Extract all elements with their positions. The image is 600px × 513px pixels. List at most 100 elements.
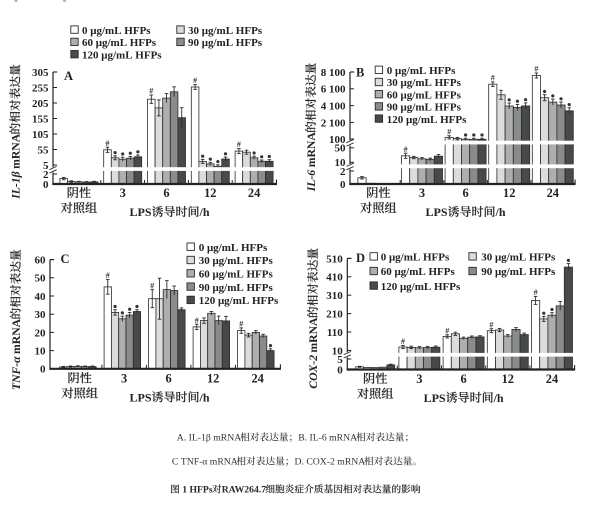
svg-text:60 μg/mL HFPs: 60 μg/mL HFPs: [387, 89, 462, 101]
svg-text:TNF-α: TNF-α: [10, 356, 23, 390]
svg-text:#: #: [447, 127, 451, 136]
svg-text:30 μg/mL HFPs: 30 μg/mL HFPs: [199, 255, 274, 267]
svg-text:#: #: [534, 65, 538, 74]
svg-text:12: 12: [207, 371, 219, 385]
svg-text:LPS: LPS: [130, 390, 152, 404]
svg-text:B. IL-6 mRNA: B. IL-6 mRNA: [298, 433, 357, 444]
svg-text:510: 510: [326, 253, 343, 265]
svg-text:/h: /h: [493, 391, 504, 405]
svg-text:1 HFPs: 1 HFPs: [180, 485, 213, 496]
svg-text:30 μg/mL HFPs: 30 μg/mL HFPs: [387, 77, 462, 89]
svg-text:10: 10: [335, 157, 347, 169]
svg-text:60 μg/mL HFPs: 60 μg/mL HFPs: [381, 266, 456, 278]
svg-text:205: 205: [32, 98, 49, 110]
svg-text:12: 12: [502, 372, 514, 386]
svg-text:COX-2: COX-2: [307, 355, 320, 389]
svg-text:30: 30: [35, 309, 47, 321]
svg-text:210: 210: [326, 309, 343, 321]
svg-text:55: 55: [38, 144, 50, 156]
svg-text:#: #: [195, 316, 199, 325]
svg-text:24: 24: [248, 186, 260, 200]
svg-text:LPS: LPS: [424, 391, 446, 405]
svg-text:LPS: LPS: [426, 205, 448, 219]
svg-text:3: 3: [120, 186, 126, 200]
svg-text:90 μg/mL HFPs: 90 μg/mL HFPs: [481, 266, 556, 278]
svg-text:4 100: 4 100: [321, 101, 346, 113]
svg-text:60: 60: [35, 255, 47, 267]
svg-text:A. IL-1β mRNA: A. IL-1β mRNA: [177, 433, 241, 444]
svg-text:2 100: 2 100: [321, 117, 346, 129]
svg-text:410: 410: [326, 272, 343, 284]
svg-text:100: 100: [329, 134, 346, 146]
svg-text:#: #: [237, 140, 241, 149]
svg-text:0 μg/mL HFPs: 0 μg/mL HFPs: [387, 65, 456, 77]
svg-text:#: #: [491, 74, 495, 83]
svg-text:#: #: [106, 271, 110, 280]
svg-text:RAW264.7: RAW264.7: [222, 485, 267, 496]
svg-text:C: C: [61, 252, 70, 266]
svg-text:50: 50: [35, 273, 47, 285]
svg-text:24: 24: [547, 186, 559, 200]
svg-text:24: 24: [251, 371, 263, 385]
svg-text:LPS: LPS: [130, 205, 152, 219]
svg-text:#: #: [534, 288, 538, 297]
svg-text:/h: /h: [495, 205, 506, 219]
svg-text:0: 0: [43, 179, 49, 191]
svg-text:D: D: [356, 251, 365, 265]
svg-text:0: 0: [337, 364, 343, 376]
svg-text:155: 155: [32, 113, 49, 125]
svg-text:5: 5: [337, 354, 343, 366]
svg-text:6: 6: [462, 186, 468, 200]
svg-text:105: 105: [32, 129, 49, 141]
svg-text:90 μg/mL HFPs: 90 μg/mL HFPs: [199, 282, 274, 294]
svg-text:A: A: [64, 69, 73, 83]
svg-text:#: #: [193, 76, 197, 85]
svg-text:IL-1β: IL-1β: [9, 171, 22, 199]
svg-text:/h: /h: [199, 390, 210, 404]
svg-text:305: 305: [32, 67, 49, 79]
svg-text:60 μg/mL HFPs: 60 μg/mL HFPs: [82, 37, 157, 49]
svg-text:60 μg/mL HFPs: 60 μg/mL HFPs: [199, 269, 274, 281]
svg-text:D. COX-2 mRNA: D. COX-2 mRNA: [295, 457, 366, 468]
svg-text:6 100: 6 100: [321, 84, 346, 96]
svg-text:120 μg/mL HFPs: 120 μg/mL HFPs: [199, 295, 279, 307]
svg-text:#: #: [401, 337, 405, 346]
svg-text:mRNA: mRNA: [9, 133, 22, 172]
svg-text:6: 6: [163, 186, 169, 200]
svg-text:120 μg/mL HFPs: 120 μg/mL HFPs: [381, 281, 461, 293]
svg-text:3: 3: [416, 372, 422, 386]
svg-text:24: 24: [546, 372, 558, 386]
svg-text:6: 6: [460, 372, 466, 386]
svg-text:0: 0: [340, 179, 346, 191]
svg-text:8 100: 8 100: [321, 67, 346, 79]
svg-text:0 μg/mL HFPs: 0 μg/mL HFPs: [199, 242, 268, 254]
svg-text:20: 20: [35, 327, 47, 339]
svg-text:255: 255: [32, 82, 49, 94]
svg-text:#: #: [404, 145, 408, 154]
svg-text:0 μg/mL HFPs: 0 μg/mL HFPs: [381, 252, 450, 264]
svg-text:110: 110: [327, 327, 343, 339]
svg-text:mRNA: mRNA: [307, 317, 320, 356]
svg-text:6: 6: [166, 371, 172, 385]
svg-text:#: #: [106, 139, 110, 148]
svg-text:5: 5: [43, 160, 49, 172]
svg-text:90 μg/mL HFPs: 90 μg/mL HFPs: [387, 102, 462, 114]
svg-text:mRNA: mRNA: [305, 132, 318, 171]
svg-text:3: 3: [419, 186, 425, 200]
svg-text:#: #: [150, 281, 154, 290]
svg-text:2: 2: [340, 166, 346, 178]
svg-text:30 μg/mL HFPs: 30 μg/mL HFPs: [188, 25, 263, 37]
svg-text:12: 12: [503, 186, 515, 200]
svg-text:40: 40: [35, 291, 47, 303]
svg-text:0: 0: [40, 364, 46, 376]
svg-text:C TNF-α mRNA: C TNF-α mRNA: [172, 457, 238, 468]
svg-text:12: 12: [204, 186, 216, 200]
svg-text:10: 10: [332, 345, 344, 357]
svg-text:IL-6: IL-6: [305, 170, 318, 193]
svg-text:#: #: [239, 320, 243, 329]
svg-text:0 μg/mL HFPs: 0 μg/mL HFPs: [82, 25, 151, 37]
svg-text:10: 10: [35, 346, 47, 358]
svg-text:120 μg/mL HFPs: 120 μg/mL HFPs: [387, 114, 467, 126]
svg-text:#: #: [445, 326, 449, 335]
svg-text:#: #: [489, 320, 493, 329]
